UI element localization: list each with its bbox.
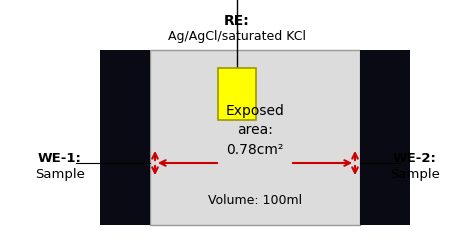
Bar: [360, 50, 410, 225]
Bar: [150, 50, 360, 225]
Text: Ag/AgCl/saturated KCl: Ag/AgCl/saturated KCl: [168, 30, 306, 43]
Text: WE-1:: WE-1:: [38, 152, 82, 165]
Text: Volume: 100ml: Volume: 100ml: [208, 193, 302, 206]
Text: Sample: Sample: [35, 168, 85, 181]
Bar: [218, 68, 256, 120]
Text: WE-2:: WE-2:: [393, 152, 437, 165]
Text: Sample: Sample: [390, 168, 440, 181]
Text: Exposed
area:
0.78cm²: Exposed area: 0.78cm²: [226, 103, 284, 157]
Bar: [100, 50, 150, 225]
Text: RE:: RE:: [224, 14, 250, 28]
